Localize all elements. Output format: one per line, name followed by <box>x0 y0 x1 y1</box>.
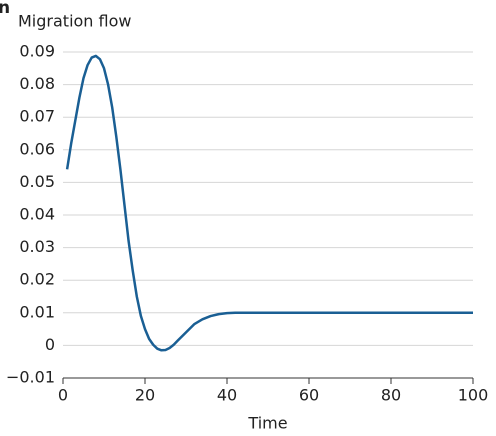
y-tick-label: 0.09 <box>19 42 55 61</box>
y-tick-label: 0.07 <box>19 107 55 126</box>
y-tick-label: 0.02 <box>19 270 55 289</box>
y-tick-label: 0.05 <box>19 172 55 191</box>
y-tick-label: 0.04 <box>19 205 55 224</box>
line <box>65 54 473 352</box>
x-tick-label: 100 <box>458 386 489 405</box>
y-tick-label: 0.01 <box>19 302 55 321</box>
y-tick-label: −0.01 <box>6 368 55 387</box>
y-tick-label: 0.08 <box>19 74 55 93</box>
y-tick-label: 0.06 <box>19 139 55 158</box>
x-tick-label: 40 <box>217 386 237 405</box>
y-tick-label: 0.03 <box>19 237 55 256</box>
y-tick-label: 0 <box>45 335 55 354</box>
x-tick-label: 0 <box>58 386 68 405</box>
x-axis-label: Time <box>247 414 287 433</box>
panel-label: n <box>0 0 10 18</box>
y-axis-label: Migration flow <box>18 12 131 31</box>
x-tick-label: 20 <box>135 386 155 405</box>
x-tick-label: 60 <box>299 386 319 405</box>
x-tick-label: 80 <box>381 386 401 405</box>
